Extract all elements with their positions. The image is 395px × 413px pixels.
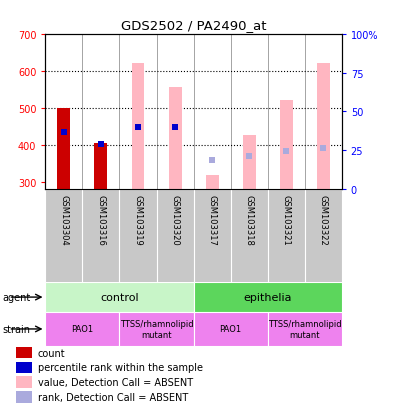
Text: GSM103318: GSM103318 xyxy=(245,194,254,245)
Text: PAO1: PAO1 xyxy=(71,325,94,334)
Bar xyxy=(16,391,32,403)
Text: TTSS/rhamnolipid
mutant: TTSS/rhamnolipid mutant xyxy=(120,320,193,339)
Bar xyxy=(45,312,120,346)
Bar xyxy=(94,143,107,190)
Bar xyxy=(16,376,32,388)
Bar xyxy=(194,282,342,312)
Bar xyxy=(16,347,32,358)
Bar xyxy=(194,312,268,346)
Text: GSM103322: GSM103322 xyxy=(319,194,328,245)
Bar xyxy=(268,312,342,346)
Text: count: count xyxy=(38,348,65,358)
Text: GSM103317: GSM103317 xyxy=(207,194,216,245)
Bar xyxy=(280,101,293,190)
Text: control: control xyxy=(100,292,139,302)
Bar xyxy=(317,64,330,190)
Text: PAO1: PAO1 xyxy=(220,325,242,334)
Text: percentile rank within the sample: percentile rank within the sample xyxy=(38,363,203,373)
Title: GDS2502 / PA2490_at: GDS2502 / PA2490_at xyxy=(121,19,266,32)
Text: GSM103321: GSM103321 xyxy=(282,194,291,245)
Text: strain: strain xyxy=(2,324,30,334)
Text: epithelia: epithelia xyxy=(243,292,292,302)
Bar xyxy=(243,136,256,190)
Text: value, Detection Call = ABSENT: value, Detection Call = ABSENT xyxy=(38,377,193,387)
Bar xyxy=(16,362,32,373)
Bar xyxy=(57,109,70,190)
Bar xyxy=(169,88,182,190)
Bar xyxy=(132,64,145,190)
Text: rank, Detection Call = ABSENT: rank, Detection Call = ABSENT xyxy=(38,392,188,402)
Text: TTSS/rhamnolipid
mutant: TTSS/rhamnolipid mutant xyxy=(268,320,341,339)
Text: GSM103319: GSM103319 xyxy=(134,194,143,245)
Text: GSM103320: GSM103320 xyxy=(171,194,180,245)
Bar xyxy=(45,282,194,312)
Text: GSM103316: GSM103316 xyxy=(96,194,105,245)
Text: agent: agent xyxy=(2,292,30,302)
Text: GSM103304: GSM103304 xyxy=(59,194,68,245)
Bar xyxy=(205,176,218,190)
Bar xyxy=(120,312,194,346)
